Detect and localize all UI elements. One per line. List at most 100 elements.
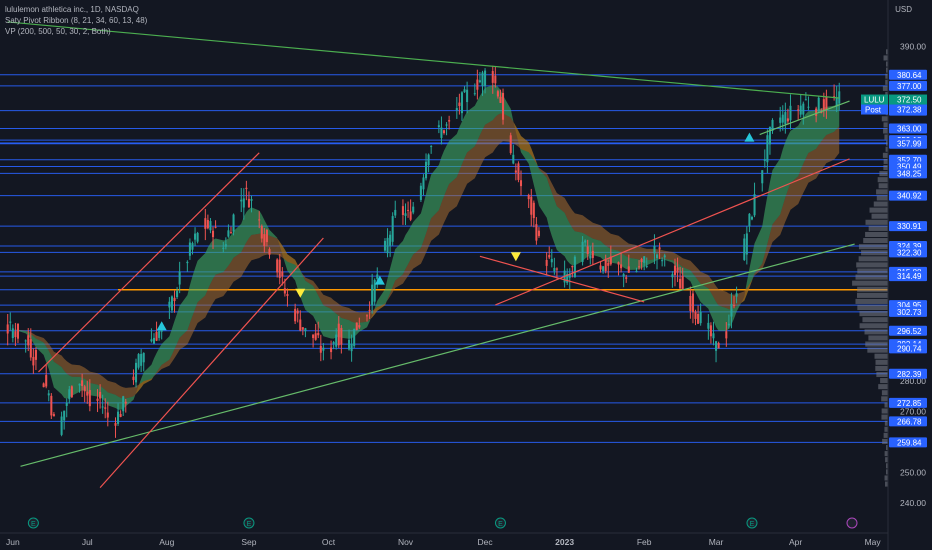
volume-bar [864,329,888,335]
indicator-volume-profile[interactable]: VP (200, 500, 50, 30, 2, Both) [5,27,111,36]
candle-body [591,250,594,258]
candle-body [45,375,48,387]
candle-body [419,185,422,200]
candle-body [83,386,86,392]
time-tick-label: 2023 [555,537,574,547]
candle-body [412,206,415,213]
candle-body [106,412,109,418]
candle-body [404,213,407,216]
candle-body [697,313,700,324]
candle-body [155,332,158,341]
volume-bar [881,408,888,414]
candle-body [743,238,746,260]
volume-bar [886,140,888,146]
earnings-marker [494,517,506,529]
volume-bar [868,335,888,341]
candle-body [242,198,245,208]
candle-body [676,267,679,273]
trendline [38,152,260,373]
volume-bar [862,317,888,323]
level-price-tag-label: 352.70 [897,156,922,165]
candle-body [427,154,430,166]
candle-body [545,259,548,266]
trendline [759,100,850,136]
candle-body [142,352,145,363]
candle-body [481,72,484,86]
candle-body [815,108,818,116]
candle-body [52,414,55,417]
candle-body [620,264,623,269]
candle-body [512,154,515,164]
volume-bar [886,49,888,55]
price-axis[interactable]: 390.00 280.00 270.00 250.00 240.00 380.64 377.… [861,0,932,550]
candle-body [771,119,774,131]
indicator-pivot-ribbon[interactable]: Saty Pivot Ribbon (8, 21, 34, 60, 13, 48… [5,16,148,25]
candle-body [499,96,502,103]
volume-bar [881,414,888,420]
candle-body [709,325,712,337]
buy-signal-marker [374,275,385,285]
symbol-title[interactable]: lululemon athletica inc., 1D, NASDAQ [5,5,139,14]
candle-body [445,124,448,126]
volume-bar [881,396,888,402]
candle-body [635,270,638,272]
candle-body [383,240,386,251]
candle-body [476,79,479,90]
level-price-tag [889,271,927,282]
candle-body [822,99,825,111]
volume-bar [873,201,888,207]
candle-body [301,327,304,330]
level-price-tag-label: 282.39 [897,370,922,379]
level-price-tag-label: 350.49 [897,163,922,172]
candle-body [394,209,397,216]
volume-bar [878,384,888,390]
candle-body [689,295,692,311]
volume-bar [879,171,888,177]
candle-body [766,135,769,163]
volume-bar [876,371,888,378]
candle-body [286,294,289,297]
candle-body [258,219,261,221]
candle-body [555,268,558,270]
candle-body [584,240,587,243]
volume-bar [886,463,888,469]
candle-body [437,125,440,128]
candle-body [114,423,117,426]
candle-body [240,199,243,202]
candle-body [101,406,104,408]
volume-profile [852,49,888,487]
level-price-tag [889,69,927,80]
candle-body [673,265,677,275]
candle-body [122,396,125,412]
candle-body [340,327,343,345]
candle-body [209,221,212,231]
time-tick-label: Jun [6,537,20,547]
candle-body [732,305,736,307]
level-price-tag [889,247,927,258]
symbol-tag [861,94,888,105]
level-price-tag-label: 357.99 [897,140,922,149]
time-axis[interactable]: Jun Jul Aug Sep Oct Nov Dec 2023 Feb Mar Apr May [0,532,888,547]
candle-body [70,386,73,398]
trendline [20,243,855,467]
level-price-tag-label: 380.64 [897,71,922,80]
candle-body [88,390,91,407]
level-price-tag [889,437,927,448]
volume-bar [884,451,888,457]
volume-bar [886,444,888,451]
candle-body [779,117,782,123]
candle-body [224,244,227,247]
volume-bar [875,359,888,365]
candle-body [335,334,338,347]
level-price-tag [889,368,927,379]
chart-legend: lululemon athletica inc., 1D, NASDAQ Sat… [5,4,147,37]
candle-body [494,75,497,84]
candle-body [371,284,374,306]
level-price-tag-label: 302.73 [897,308,922,317]
candle-body [124,401,127,404]
candle-body [86,391,89,396]
volume-bar [883,128,888,134]
candle-body [763,159,766,161]
